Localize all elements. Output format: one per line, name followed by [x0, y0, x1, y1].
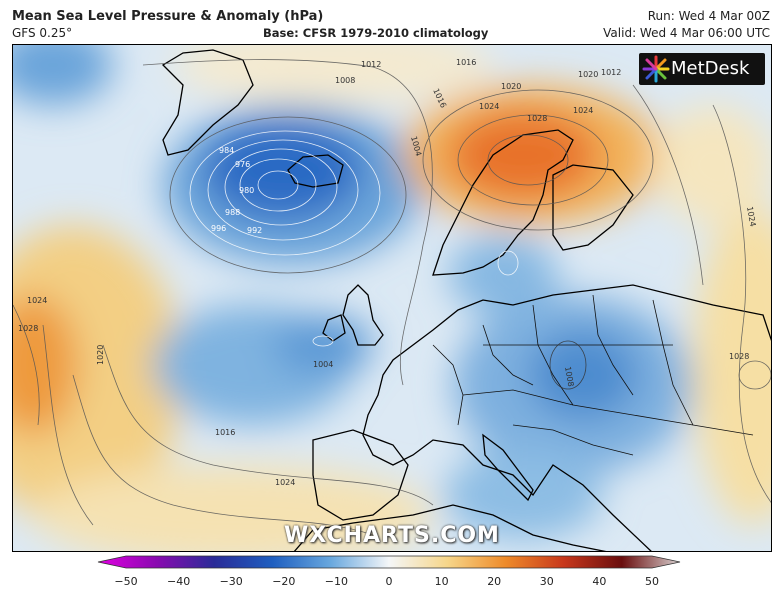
valid-time-label: Valid: Wed 4 Mar 06:00 UTC — [603, 26, 770, 40]
colorbar-tick: −50 — [114, 575, 138, 588]
anomaly-field — [13, 45, 771, 551]
metdesk-logo-icon — [642, 55, 670, 83]
colorbar-tick: 50 — [645, 575, 659, 588]
colorbar-tick: 0 — [385, 575, 393, 588]
isobar-label: 1020 — [501, 82, 521, 91]
isobar-label: 1020 — [96, 345, 105, 365]
chart-title: Mean Sea Level Pressure & Anomaly (hPa) — [12, 9, 324, 24]
isobar-label: 1004 — [313, 360, 333, 369]
colorbar-tick: −40 — [166, 575, 191, 588]
colorbar-tick: 30 — [539, 575, 554, 588]
isobar-label: 992 — [247, 226, 262, 235]
wxcharts-watermark: WXCHARTS.COM — [284, 523, 500, 548]
colorbar-tick: 10 — [434, 575, 449, 588]
isobar-label: 1016 — [456, 58, 476, 67]
isobar-label: 1016 — [215, 428, 235, 437]
isobar-label: 1024 — [745, 206, 757, 228]
colorbar-tick: −30 — [219, 575, 243, 588]
isobar-label: 976 — [235, 160, 250, 169]
isobar-label: 980 — [239, 186, 254, 195]
isobar-label: 1028 — [527, 114, 547, 123]
colorbar-tick: −10 — [324, 575, 348, 588]
isobar-label: 1024 — [573, 106, 593, 115]
isobar-label: 984 — [219, 146, 234, 155]
isobar-label: 1020 — [578, 70, 598, 79]
colorbar-tick: −20 — [272, 575, 296, 588]
isobar-label: 1008 — [563, 366, 575, 388]
model-label: GFS 0.25° — [12, 26, 73, 40]
isobar-label: 988 — [225, 208, 240, 217]
metdesk-logo-text: MetDesk — [671, 58, 750, 79]
climatology-base-label: Base: CFSR 1979-2010 climatology — [263, 26, 489, 40]
colorbar-tick: 20 — [487, 575, 502, 588]
anomaly-colorbar — [97, 555, 681, 569]
isobar-label: 1024 — [479, 102, 499, 111]
run-time-label: Run: Wed 4 Mar 00Z — [647, 9, 770, 23]
isobars — [13, 59, 771, 536]
isobar-label: 1012 — [601, 68, 621, 77]
isobar-label: 996 — [211, 224, 226, 233]
isobar-label: 1024 — [275, 478, 295, 487]
country-borders — [432, 294, 754, 456]
colorbar-strip — [97, 555, 681, 569]
coastlines — [161, 49, 771, 551]
isobar-label: 1012 — [361, 60, 381, 69]
isobar-label: 1008 — [335, 76, 355, 85]
colorbar-tick: 40 — [592, 575, 607, 588]
pressure-anomaly-map[interactable]: 1012 1016 1020 1024 1028 1008 1004 976 9… — [12, 44, 772, 552]
isobar-label: 1028 — [729, 352, 749, 361]
isobar-label: 1024 — [27, 296, 47, 305]
isobar-label: 1028 — [18, 324, 38, 333]
metdesk-logo: MetDesk — [639, 53, 765, 85]
map-canvas: 1012 1016 1020 1024 1028 1008 1004 976 9… — [13, 45, 771, 551]
